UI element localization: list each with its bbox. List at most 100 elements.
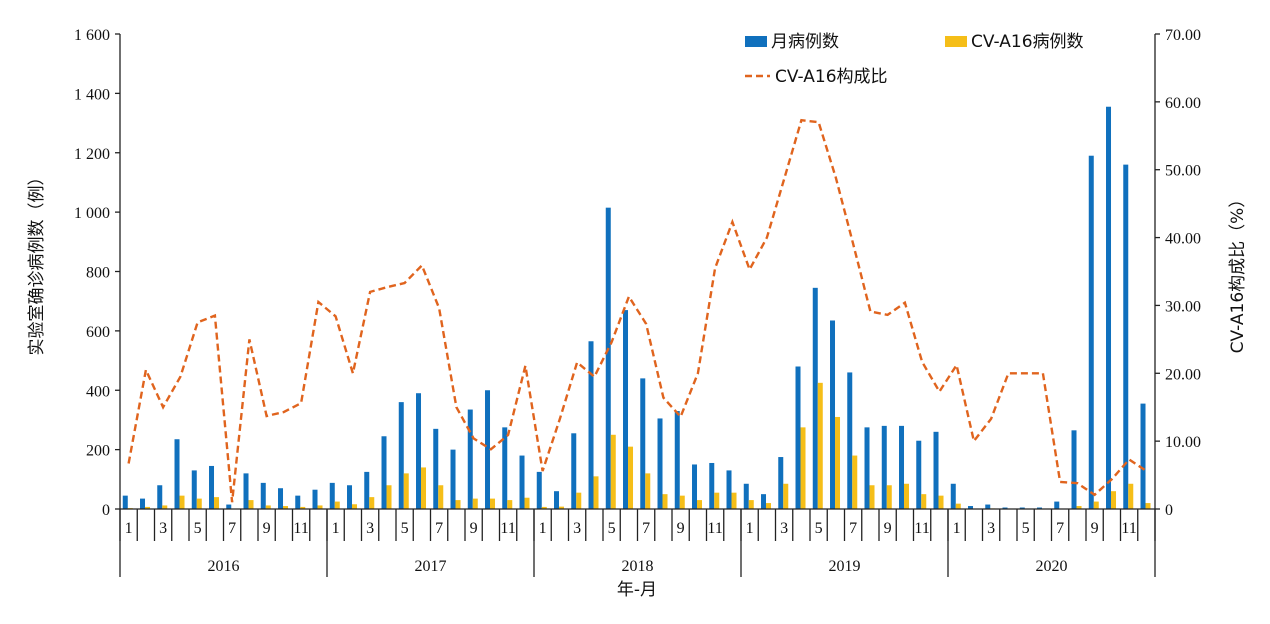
- left-tick-label: 600: [86, 324, 110, 341]
- bar-monthly-cases-43: [847, 372, 853, 509]
- bar-cva16-cases-56: [1076, 506, 1082, 509]
- month-tick-label: 1: [332, 520, 340, 537]
- month-tick-label: 7: [228, 520, 236, 537]
- month-tick-label: 7: [849, 520, 857, 537]
- bar-cva16-cases-9: [265, 505, 271, 509]
- month-tick-label: 3: [366, 520, 374, 537]
- legend-label-cva16-cases: CV-A16病例数: [971, 32, 1084, 52]
- bar-monthly-cases-41: [812, 287, 818, 509]
- bar-cva16-cases-5: [196, 498, 202, 509]
- bar-monthly-cases-38: [761, 494, 767, 509]
- bar-monthly-cases-50: [968, 506, 974, 509]
- bar-monthly-cases-19: [433, 428, 439, 509]
- bar-monthly-cases-37: [743, 483, 749, 509]
- bar-monthly-cases-49: [950, 483, 956, 509]
- month-tick-label: 5: [815, 520, 823, 537]
- month-tick-label: 5: [608, 520, 616, 537]
- right-tick-label: 20.00: [1165, 366, 1201, 383]
- month-tick-label: 11: [293, 520, 308, 537]
- month-tick-label: 9: [1091, 520, 1099, 537]
- bar-monthly-cases-36: [726, 470, 732, 509]
- bar-cva16-cases-32: [662, 494, 668, 509]
- year-label: 2020: [1036, 558, 1068, 575]
- left-tick-label: 0: [102, 502, 110, 519]
- bar-monthly-cases-34: [692, 464, 698, 509]
- bar-monthly-cases-12: [312, 489, 318, 509]
- month-tick-label: 7: [435, 520, 443, 537]
- left-axis-title: 实验室确诊病例数（例）: [27, 169, 47, 356]
- bar-cva16-cases-23: [507, 500, 513, 509]
- bar-monthly-cases-1: [122, 495, 128, 509]
- bar-monthly-cases-31: [640, 378, 646, 509]
- bar-cva16-cases-42: [835, 416, 841, 509]
- bar-monthly-cases-53: [1019, 507, 1025, 509]
- bar-cva16-cases-26: [559, 506, 565, 509]
- bar-cva16-cases-49: [955, 503, 961, 509]
- month-tick-label: 11: [500, 520, 515, 537]
- bar-cva16-cases-36: [731, 492, 737, 509]
- bar-cva16-cases-41: [817, 382, 823, 509]
- bar-cva16-cases-12: [317, 505, 323, 509]
- bar-cva16-cases-35: [714, 492, 720, 509]
- bar-monthly-cases-5: [191, 470, 197, 509]
- bar-monthly-cases-54: [1037, 507, 1043, 509]
- bar-monthly-cases-18: [416, 393, 422, 509]
- bar-monthly-cases-33: [674, 411, 680, 509]
- bar-monthly-cases-35: [709, 462, 715, 509]
- bar-cva16-cases-14: [352, 504, 358, 509]
- bar-cva16-cases-46: [904, 483, 910, 509]
- month-tick-label: 5: [401, 520, 409, 537]
- bar-cva16-cases-3: [162, 505, 168, 509]
- bar-monthly-cases-16: [381, 436, 387, 509]
- right-tick-label: 30.00: [1165, 298, 1201, 315]
- month-tick-label: 9: [677, 520, 685, 537]
- bar-cva16-cases-4: [179, 495, 185, 509]
- legend-label-cva16-ratio: CV-A16构成比: [775, 67, 888, 87]
- bar-monthly-cases-27: [571, 433, 577, 509]
- bar-monthly-cases-28: [588, 341, 594, 509]
- bar-cva16-cases-6: [214, 497, 220, 509]
- bar-monthly-cases-17: [398, 402, 404, 509]
- left-tick-label: 800: [86, 265, 110, 282]
- bar-monthly-cases-7: [226, 504, 232, 509]
- left-tick-label: 400: [86, 383, 110, 400]
- bar-cva16-cases-10: [283, 506, 289, 509]
- bar-cva16-cases-18: [421, 467, 427, 509]
- legend-label-monthly-cases: 月病例数: [771, 32, 839, 52]
- bar-monthly-cases-25: [536, 471, 542, 509]
- bar-monthly-cases-51: [985, 504, 991, 509]
- bar-cva16-cases-20: [455, 500, 461, 509]
- bar-monthly-cases-32: [657, 418, 663, 509]
- bar-cva16-cases-60: [1145, 503, 1151, 509]
- bar-monthly-cases-15: [364, 471, 370, 509]
- right-tick-label: 10.00: [1165, 434, 1201, 451]
- bar-cva16-cases-57: [1093, 501, 1099, 509]
- bar-monthly-cases-47: [916, 440, 922, 509]
- bar-cva16-cases-38: [766, 503, 772, 509]
- month-tick-label: 9: [884, 520, 892, 537]
- bar-cva16-cases-44: [869, 485, 875, 509]
- bar-monthly-cases-24: [519, 455, 525, 509]
- bar-cva16-cases-25: [541, 506, 547, 509]
- bar-cva16-cases-24: [524, 497, 530, 509]
- bar-monthly-cases-60: [1140, 403, 1146, 509]
- legend: 月病例数 CV-A16病例数 CV-A16构成比: [745, 32, 1084, 87]
- bars-monthly-cases: [122, 106, 1146, 509]
- month-tick-label: 11: [1121, 520, 1136, 537]
- month-tick-label: 1: [953, 520, 961, 537]
- right-tick-label: 60.00: [1165, 95, 1201, 112]
- x-axis-title: 年-月: [617, 580, 657, 600]
- bar-cva16-cases-34: [697, 500, 703, 509]
- bar-monthly-cases-42: [830, 320, 836, 509]
- month-tick-label: 11: [914, 520, 929, 537]
- bar-monthly-cases-8: [243, 473, 249, 509]
- line-cva16-ratio: [127, 118, 1148, 503]
- left-tick-label: 200: [86, 443, 110, 460]
- bar-cva16-cases-2: [145, 506, 151, 509]
- bars-cva16-cases: [127, 382, 1151, 509]
- bar-monthly-cases-45: [881, 425, 887, 509]
- left-axis-ticks: 0 200 400 600 800 1 000 1 200 1 400 1 600: [74, 27, 120, 519]
- bar-cva16-cases-45: [886, 485, 892, 509]
- bar-monthly-cases-52: [1002, 507, 1008, 509]
